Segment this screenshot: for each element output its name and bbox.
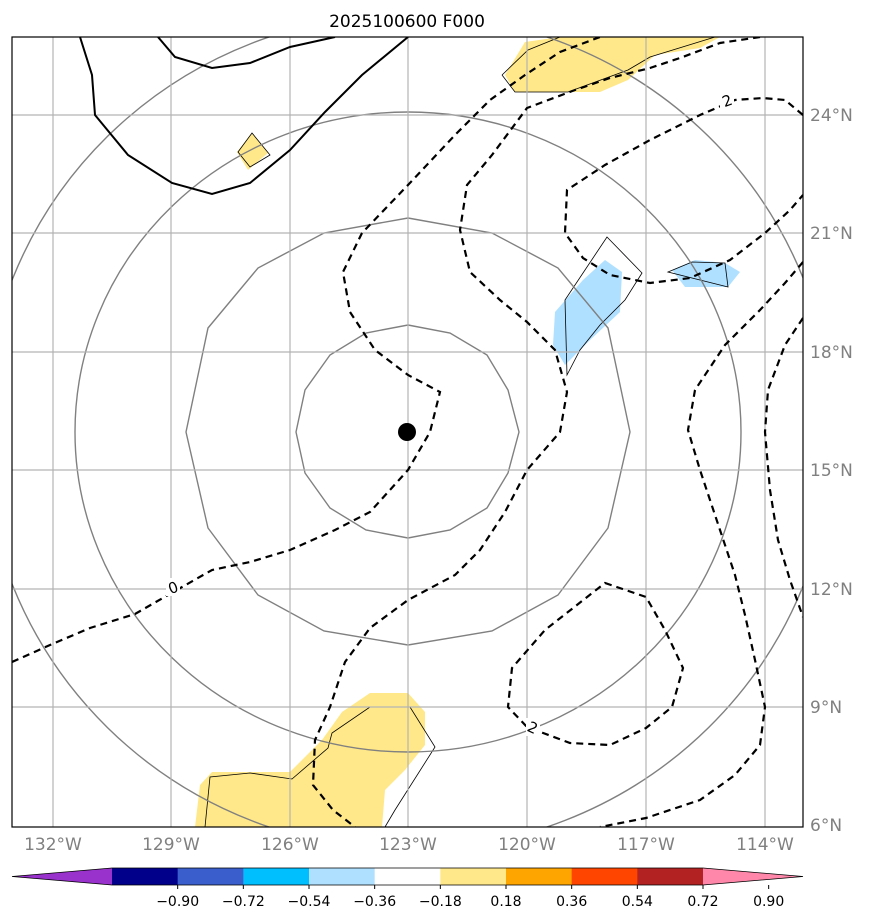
map-panel: 0 2 2	[11, 36, 804, 828]
colorbar-tick-label: −0.72	[222, 894, 265, 910]
colorbar-segment	[637, 868, 704, 885]
colorbar-outline	[11, 867, 804, 886]
colorbar-tick-label: 0.72	[687, 894, 718, 910]
colorbar-segment	[309, 868, 376, 885]
negative-shade-e	[672, 260, 740, 287]
dashed-contour-zero	[12, 37, 601, 664]
negative-shade-ne	[553, 260, 622, 365]
solid-contours	[79, 37, 409, 196]
colorbar-tick-label: 0.18	[490, 894, 521, 910]
lon-tick-label: 117°W	[617, 835, 675, 855]
thin-outlines	[204, 37, 729, 827]
lat-tick-label: 15°N	[810, 461, 853, 481]
chart-title: 2025100600 F000	[329, 12, 485, 32]
lon-tick-label: 129°W	[142, 835, 200, 855]
lat-tick-labels: 24°N 21°N 18°N 15°N 12°N 9°N 6°N	[810, 106, 853, 836]
colorbar-segment	[571, 868, 638, 885]
colorbar-tick-label: −0.90	[156, 894, 199, 910]
lon-tick-label: 123°W	[379, 835, 437, 855]
contour-labels: 0 2 2	[166, 91, 735, 738]
lon-tick-label: 132°W	[24, 835, 82, 855]
center-marker	[398, 423, 416, 441]
dashed-contour	[311, 37, 761, 827]
dashed-contours	[12, 37, 803, 827]
colorbar-extend-high	[703, 868, 803, 885]
dashed-contour	[763, 317, 803, 618]
colorbar-tick-label: 0.54	[622, 894, 653, 910]
colorbar-extend-low	[12, 868, 112, 885]
colorbar-segment	[440, 868, 507, 885]
lon-tick-labels: 132°W 129°W 126°W 123°W 120°W 117°W 114°…	[24, 835, 794, 855]
lat-tick-label: 6°N	[810, 816, 842, 836]
colorbar-tick-label: 0.90	[753, 894, 784, 910]
dashed-contour	[599, 261, 803, 827]
lat-tick-label: 9°N	[810, 698, 842, 718]
lat-tick-label: 21°N	[810, 224, 853, 244]
colorbar-tick-label: −0.54	[288, 894, 331, 910]
lat-tick-label: 18°N	[810, 343, 853, 363]
dashed-contour	[563, 96, 803, 285]
colorbar-tick-label: 0.36	[556, 894, 587, 910]
colorbar: −0.90 −0.72 −0.54 −0.36 −0.18 0.18 0.36 0.54 0.7…	[11, 867, 804, 910]
lat-tick-label: 24°N	[810, 106, 853, 126]
lat-tick-label: 12°N	[810, 580, 853, 600]
colorbar-segment	[112, 868, 179, 885]
colorbar-tick-label: −0.36	[353, 894, 396, 910]
positive-shade-south	[195, 693, 425, 827]
dashed-contour	[506, 581, 685, 747]
colorbar-segment	[374, 868, 441, 885]
positive-shade-north	[505, 37, 720, 92]
colorbar-segment	[177, 868, 244, 885]
colorbar-tick-label: −0.18	[419, 894, 462, 910]
colorbar-segment	[243, 868, 310, 885]
solid-contour	[79, 37, 409, 196]
lon-tick-label: 120°W	[498, 835, 556, 855]
graticule	[12, 37, 803, 827]
solid-contour	[157, 37, 336, 70]
lon-tick-label: 126°W	[261, 835, 319, 855]
lon-tick-label: 114°W	[736, 835, 794, 855]
colorbar-segment	[506, 868, 573, 885]
map-frame	[11, 36, 804, 828]
